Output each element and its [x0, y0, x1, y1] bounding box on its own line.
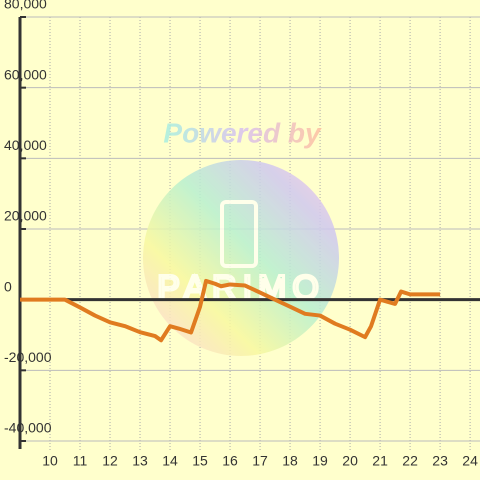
x-tick-label: 21: [372, 453, 388, 469]
x-tick-label: 20: [342, 453, 358, 469]
y-tick-label: -20,000: [4, 349, 52, 365]
y-tick-label: 40,000: [4, 137, 47, 153]
watermark-icon: [220, 200, 258, 268]
x-tick-label: 10: [42, 453, 58, 469]
x-tick-label: 19: [312, 453, 328, 469]
x-tick-label: 11: [73, 453, 88, 469]
y-tick-label: -40,000: [4, 420, 52, 436]
y-tick-label: 20,000: [4, 208, 47, 224]
x-tick-label: 17: [252, 453, 268, 469]
y-tick-label: 60,000: [4, 66, 47, 82]
x-tick-label: 12: [102, 453, 118, 469]
y-tick-label: 80,000: [4, 0, 47, 12]
x-tick-label: 18: [282, 453, 298, 469]
x-tick-label: 14: [162, 453, 178, 469]
x-tick-label: 13: [132, 453, 148, 469]
watermark-caption: Powered by: [163, 117, 322, 148]
x-tick-label: 16: [222, 453, 238, 469]
x-tick-label: 15: [192, 453, 208, 469]
x-tick-label: 24: [462, 453, 478, 469]
watermark: Powered by PARIMO: [143, 117, 339, 356]
x-tick-label: 23: [432, 453, 448, 469]
x-tick-label: 22: [402, 453, 418, 469]
series-line: [20, 278, 441, 343]
y-tick-label: 0: [4, 278, 12, 294]
watermark-brand: PARIMO: [157, 269, 325, 307]
